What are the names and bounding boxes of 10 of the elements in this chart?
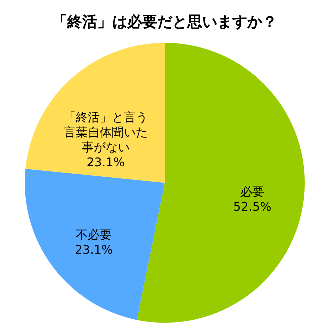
- data-label: 52.5%: [233, 200, 272, 214]
- chart-title: 「終活」は必要だと思いますか？: [52, 13, 278, 31]
- pie-slice: [26, 43, 165, 183]
- data-label: 23.1%: [75, 243, 114, 258]
- slice-label: 必要: [240, 184, 265, 199]
- pie-slice: [137, 43, 305, 323]
- pie-slice: [25, 168, 165, 320]
- slice-label: 不必要: [76, 228, 112, 242]
- slice-label: 「終活」と言う言葉自体聞いた事がない: [64, 110, 148, 155]
- data-label: 23.1%: [86, 156, 126, 170]
